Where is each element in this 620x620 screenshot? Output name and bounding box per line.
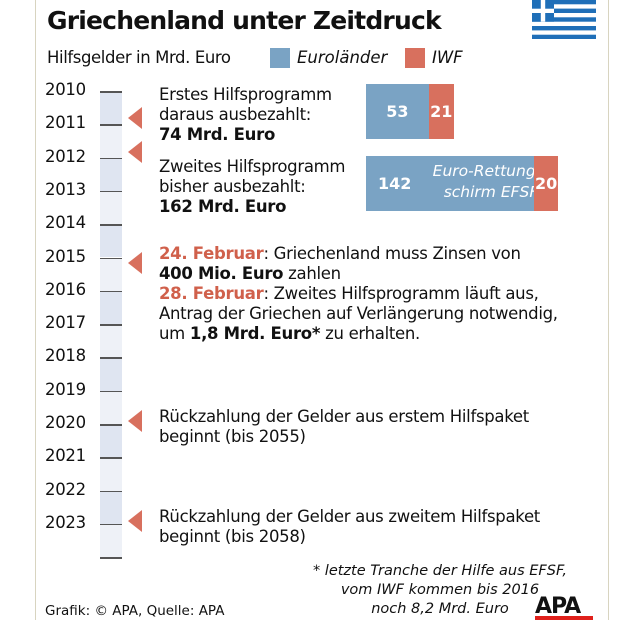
timeline-segment (100, 191, 122, 225)
text-line: Zweites Hilfsprogramm (159, 157, 346, 176)
text: zahlen (283, 264, 341, 283)
year-tick (100, 490, 122, 493)
text: : Zweites Hilfsprogramm läuft aus, (263, 284, 539, 303)
legend-label-eurolaender: Euroländer (297, 48, 388, 67)
marker-triangle (128, 410, 142, 432)
text-line: vom IWF kommen bis 2016 (340, 582, 540, 598)
timeline-segment (100, 258, 122, 291)
timeline-segment (100, 325, 122, 358)
text-line: noch 8,2 Mrd. Euro (371, 601, 509, 617)
year-tick (100, 124, 122, 126)
footnote: * letzte Tranche der Hilfe aus EFSF, vom… (290, 562, 590, 619)
year-tick (100, 390, 122, 393)
timeline-segment (100, 391, 122, 424)
amount: 1,8 Mrd. Euro* (189, 324, 321, 343)
bar-value-label: 21 (430, 102, 453, 121)
year-tick (100, 190, 122, 193)
year-label: 2020 (45, 413, 86, 432)
year-label: 2011 (45, 113, 86, 133)
marker-triangle (128, 252, 142, 274)
year-tick (100, 157, 122, 160)
year-label: 2010 (45, 80, 86, 99)
timeline-segment (100, 491, 122, 524)
text-line: Antrag der Griechen auf Verlängerung not… (159, 304, 558, 323)
timeline-segment (100, 458, 122, 491)
year-tick (100, 557, 122, 559)
timeline-segment (100, 92, 122, 125)
year-tick (100, 257, 122, 259)
bar-iwf: 21 (428, 84, 454, 139)
year-tick (100, 357, 122, 359)
year-label: 2013 (45, 179, 86, 199)
bar-value-label: 142 (378, 174, 412, 193)
year-label: 2019 (45, 379, 86, 399)
date-label: 28. Februar (159, 284, 264, 303)
text-line: Rückzahlung der Gelder aus erstem Hilfsp… (159, 407, 529, 426)
bar-value-label: 20 (535, 174, 558, 193)
year-tick (100, 457, 122, 459)
year-tick (100, 224, 122, 226)
bar-iwf: 20 (534, 156, 558, 211)
event-second-program: Zweites Hilfsprogramm bisher ausbezahlt:… (159, 157, 345, 217)
timeline-segment (100, 291, 122, 325)
year-label: 2018 (45, 346, 86, 366)
year-label: 2016 (45, 279, 86, 299)
legend-label-iwf: IWF (432, 48, 463, 67)
timeline-segment (100, 125, 122, 158)
year-label: 2015 (45, 246, 86, 266)
marker-triangle (128, 107, 142, 129)
event-repayment-first: Rückzahlung der Gelder aus erstem Hilfsp… (159, 407, 529, 447)
efsf-annotation: Euro-Rettungs-schirm EFSF (432, 162, 550, 201)
timeline-segment (100, 425, 122, 458)
amount: 400 Mio. Euro (159, 264, 284, 283)
marker-triangle (128, 510, 142, 532)
year-label: 2017 (45, 313, 86, 333)
year-label: 2022 (45, 479, 86, 499)
text-line: Rückzahlung der Gelder aus zweitem Hilfs… (159, 507, 540, 526)
date-label: 24. Februar (159, 244, 264, 263)
legend-swatch-iwf (405, 48, 425, 68)
apa-logo: APA (535, 596, 593, 620)
year-label: 2012 (45, 146, 86, 166)
text-line: beginnt (bis 2058) (159, 527, 306, 546)
text-line: * letzte Tranche der Hilfe aus EFSF, (312, 563, 568, 579)
event-first-program: Erstes Hilfsprogramm daraus ausbezahlt: … (159, 85, 332, 145)
year-tick (100, 523, 122, 526)
year-label: 2014 (45, 213, 86, 233)
year-tick (100, 91, 122, 93)
text: : Griechenland muss Zinsen von (263, 244, 521, 263)
text: zu erhalten. (320, 324, 421, 343)
year-tick (100, 290, 122, 293)
year-tick (100, 424, 122, 426)
bar-eurolaender: Euro-Rettungs-schirm EFSF 142 (366, 156, 549, 211)
event-repayment-second: Rückzahlung der Gelder aus zweitem Hilfs… (159, 507, 540, 547)
greece-flag-icon (532, 0, 596, 39)
year-tick (100, 324, 122, 326)
text-line: Erstes Hilfsprogramm (159, 85, 332, 104)
legend-swatch-eurolaender (270, 48, 290, 68)
text: um (159, 324, 190, 343)
text-line: 162 Mrd. Euro (159, 197, 287, 216)
text-line: beginnt (bis 2055) (159, 427, 306, 446)
timeline-segment (100, 524, 122, 558)
event-february: 24. Februar: Griechenland muss Zinsen vo… (159, 244, 558, 344)
subtitle: Hilfsgelder in Mrd. Euro (47, 48, 231, 67)
timeline-segment (100, 225, 122, 258)
text-line: bisher ausbezahlt: (159, 177, 306, 196)
bar-eurolaender: 53 (366, 84, 429, 139)
marker-triangle (128, 141, 142, 163)
frame (35, 0, 609, 620)
timeline-segment (100, 358, 122, 391)
source: Grafik: © APA, Quelle: APA (45, 603, 225, 619)
text-line: daraus ausbezahlt: (159, 105, 312, 124)
timeline-segment (100, 158, 122, 191)
bar-value-label: 53 (386, 102, 409, 121)
year-label: 2021 (45, 446, 86, 466)
title: Griechenland unter Zeitdruck (47, 6, 442, 35)
year-label: 2023 (45, 512, 86, 532)
text-line: 74 Mrd. Euro (159, 125, 275, 144)
